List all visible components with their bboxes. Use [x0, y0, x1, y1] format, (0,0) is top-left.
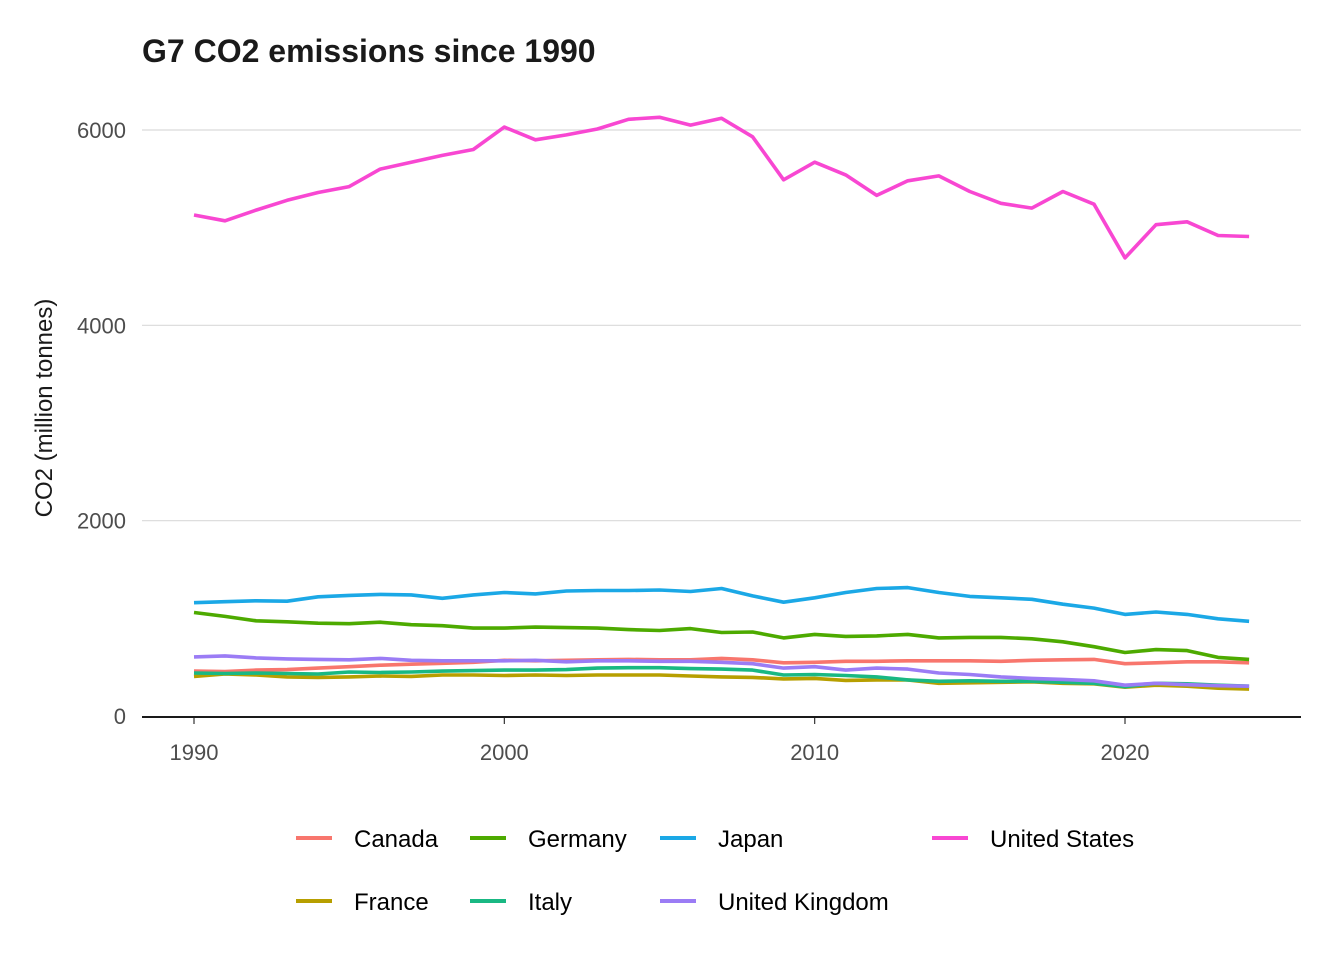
legend-item-germany: Germany: [470, 826, 627, 853]
legend-label: United States: [990, 826, 1134, 853]
legend-label: Italy: [528, 889, 572, 916]
x-tick-label: 2020: [1101, 740, 1150, 765]
legend-item-japan: Japan: [660, 826, 783, 853]
legend-label: United Kingdom: [718, 889, 889, 916]
y-tick-label: 0: [114, 704, 126, 729]
chart-title: G7 CO2 emissions since 1990: [142, 33, 596, 69]
series-line-italy: [193, 665, 1250, 689]
gridlines: [142, 129, 1301, 522]
legend-label: France: [354, 889, 429, 916]
x-tick-label: 2010: [790, 740, 839, 765]
legend-item-france: France: [296, 889, 429, 916]
legend-label: Canada: [354, 826, 439, 853]
legend-item-united-states: United States: [932, 826, 1134, 853]
y-tick-label: 2000: [77, 509, 126, 534]
series-line-united-kingdom: [193, 654, 1250, 688]
legend-item-united-kingdom: United Kingdom: [660, 889, 889, 916]
legend-item-italy: Italy: [470, 889, 572, 916]
y-axis-title: CO2 (million tonnes): [31, 299, 58, 518]
series-lines: [193, 115, 1250, 691]
x-tick-label: 1990: [170, 740, 219, 765]
legend-label: Japan: [718, 826, 783, 853]
legend-item-canada: Canada: [296, 826, 439, 853]
legend: Canada Germany Japan United States France Ita…: [296, 826, 1134, 916]
legend-label: Germany: [528, 826, 627, 853]
y-tick-label: 4000: [77, 313, 126, 338]
series-line-germany: [193, 610, 1250, 662]
x-tick-label: 2000: [480, 740, 529, 765]
y-tick-label: 6000: [77, 118, 126, 143]
axes: 0 2000 4000 6000 1990 2000 2010 2020: [77, 118, 1301, 765]
series-line-united-states: [193, 115, 1250, 260]
series-line-canada: [193, 656, 1250, 674]
series-line-japan: [193, 585, 1250, 624]
